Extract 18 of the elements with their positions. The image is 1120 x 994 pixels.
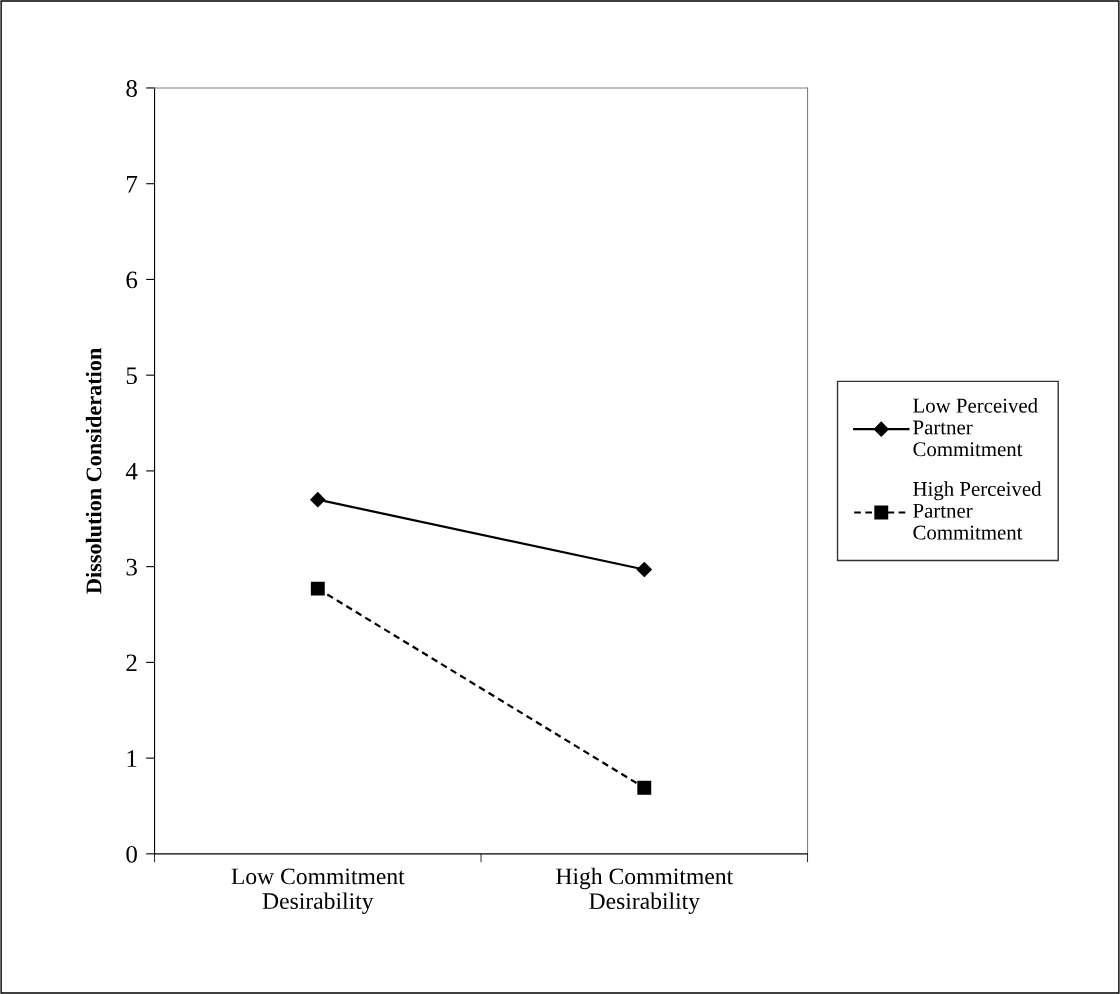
y-tick-label: 2 xyxy=(126,654,137,672)
y-tick-label: 8 xyxy=(126,80,137,97)
point xyxy=(636,561,652,578)
y-tick-label: 7 xyxy=(127,176,138,193)
legend-label: High Perceived Partner Commitment xyxy=(913,481,1042,540)
x-tick-label: High Commitment Desirability xyxy=(556,867,734,914)
point xyxy=(637,780,652,795)
legend-label: Low Perceived Partner Commitment xyxy=(913,398,1038,457)
point xyxy=(310,492,326,508)
y-tick-label: 4 xyxy=(125,463,138,480)
point xyxy=(310,581,325,596)
y-axis-title: Dissolution Consideration xyxy=(85,348,102,594)
x-tick-label: Low Commitment Desirability xyxy=(231,868,405,914)
y-tick-label: 3 xyxy=(126,558,137,576)
y-tick-label: 5 xyxy=(126,367,137,385)
y-tick-label: 1 xyxy=(127,750,137,767)
y-tick-label: 6 xyxy=(126,271,138,289)
y-tick-label: 0 xyxy=(126,845,137,863)
